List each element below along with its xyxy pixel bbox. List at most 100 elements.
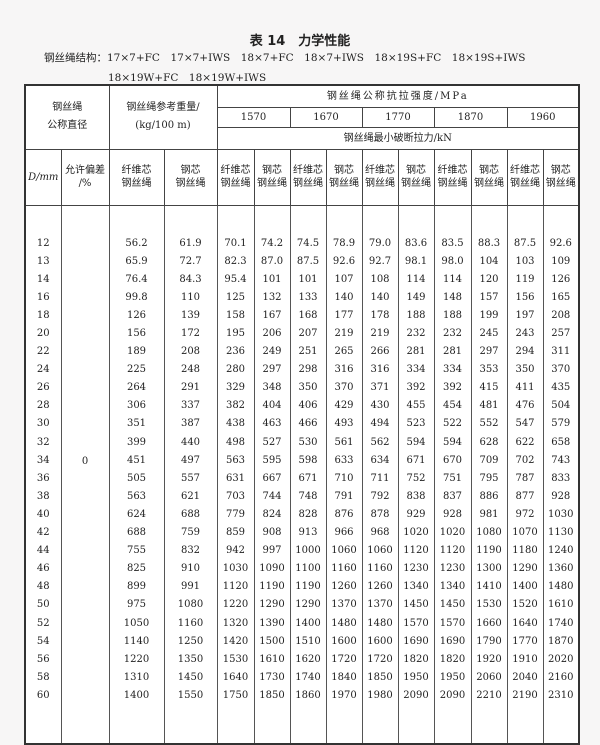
value-cell: 837 <box>433 487 472 506</box>
value-cell: 1740 <box>542 614 580 633</box>
value-cell: 522 <box>433 415 472 434</box>
tolerance-value: +5 0 <box>81 455 89 467</box>
value-cell: 392 <box>397 379 435 398</box>
value-cell: 1050 <box>108 614 165 633</box>
diameter-cell: 32 <box>24 433 62 452</box>
value-cell: 109 <box>542 252 580 271</box>
tolerance-cell <box>60 668 110 687</box>
value-cell: 702 <box>506 451 544 470</box>
table-row: 44 755 832 942 997 1000 1060 1060 1120 1120 1190 11… <box>24 542 580 561</box>
value-cell: 2090 <box>433 686 472 705</box>
value-cell: 1080 <box>470 524 508 543</box>
table-row: 20 156 172 195 206 207 219 219 232 232 245 243 257 <box>24 324 580 344</box>
value-cell: 563 <box>216 451 255 470</box>
force-1570-fiber-core-header: 纤维芯 钢丝绳 <box>216 148 255 206</box>
value-cell: 219 <box>361 324 399 344</box>
value-cell: 257 <box>542 324 580 344</box>
value-cell: 455 <box>397 397 435 416</box>
value-cell: 688 <box>108 524 165 543</box>
value-cell: 101 <box>289 270 327 289</box>
value-cell: 82.3 <box>216 252 255 271</box>
spacer-cell <box>60 704 110 745</box>
value-cell: 387 <box>163 415 218 434</box>
value-cell: 1480 <box>325 614 363 633</box>
value-cell: 195 <box>216 324 255 344</box>
value-cell: 1300 <box>470 560 508 579</box>
value-cell: 523 <box>397 415 435 434</box>
value-cell: 1000 <box>289 542 327 561</box>
value-cell: 350 <box>506 361 544 380</box>
value-cell: 350 <box>289 379 327 398</box>
value-cell: 1290 <box>289 596 327 615</box>
value-cell: 165 <box>542 288 580 307</box>
value-cell: 167 <box>253 306 291 325</box>
value-cell: 899 <box>108 578 165 597</box>
value-cell: 1530 <box>470 596 508 615</box>
value-cell: 406 <box>289 397 327 416</box>
value-cell: 1720 <box>361 650 399 669</box>
diameter-cell: 13 <box>24 252 62 271</box>
value-cell: 498 <box>216 433 255 452</box>
value-cell: 633 <box>325 451 363 470</box>
value-cell: 1950 <box>397 668 435 687</box>
value-cell: 481 <box>470 397 508 416</box>
value-cell: 1820 <box>397 650 435 669</box>
table-row: 38 563 621 703 744 748 791 792 838 837 886 877 928 <box>24 487 580 506</box>
value-cell: 1480 <box>542 578 580 597</box>
diameter-cell: 50 <box>24 596 62 615</box>
value-cell: 466 <box>289 415 327 434</box>
force-1870-steel-core-header: 钢芯 钢丝绳 <box>470 148 508 206</box>
value-cell: 132 <box>253 288 291 307</box>
force-1670-steel-core-header: 钢芯 钢丝绳 <box>325 148 363 206</box>
value-cell: 370 <box>542 361 580 380</box>
value-cell: 1260 <box>325 578 363 597</box>
value-cell: 972 <box>506 505 544 524</box>
table-row: 36 505 557 631 667 671 710 711 752 751 795 787 833 <box>24 469 580 488</box>
tolerance-cell <box>60 505 110 524</box>
force-1570-steel-core-header: 钢芯 钢丝绳 <box>253 148 291 206</box>
value-cell: 148 <box>433 288 472 307</box>
value-cell: 791 <box>325 487 363 506</box>
value-cell: 104 <box>470 252 508 271</box>
table-row: 48 899 991 1120 1190 1190 1260 1260 1340 1340 1410… <box>24 578 580 597</box>
tolerance-cell <box>60 487 110 506</box>
tolerance-cell <box>60 686 110 705</box>
value-cell: 594 <box>433 433 472 452</box>
value-cell: 1220 <box>216 596 255 615</box>
tolerance-cell <box>60 542 110 561</box>
value-cell: 1030 <box>216 560 255 579</box>
value-cell: 264 <box>108 379 165 398</box>
value-cell: 249 <box>253 343 291 362</box>
value-cell: 876 <box>325 505 363 524</box>
value-cell: 624 <box>108 505 165 524</box>
value-cell: 975 <box>108 596 165 615</box>
value-cell: 1250 <box>163 632 218 651</box>
grade-1770: 1770 <box>361 106 435 128</box>
value-cell: 399 <box>108 433 165 452</box>
value-cell: 1950 <box>433 668 472 687</box>
spacer-cell <box>397 704 435 745</box>
value-cell: 232 <box>397 324 435 344</box>
value-cell: 65.9 <box>108 252 165 271</box>
value-cell: 370 <box>325 379 363 398</box>
spacer-cell <box>542 704 580 745</box>
spacer-cell <box>361 704 399 745</box>
value-cell: 929 <box>397 505 435 524</box>
value-cell: 1600 <box>325 632 363 651</box>
value-cell: 245 <box>470 324 508 344</box>
value-cell: 1910 <box>506 650 544 669</box>
value-cell: 563 <box>108 487 165 506</box>
table-row: 50 975 1080 1220 1290 1290 1370 1370 1450 1450 153… <box>24 596 580 615</box>
value-cell: 832 <box>163 542 218 561</box>
table-row: 22 189 208 236 249 251 265 266 281 281 297 294 311 <box>24 343 580 362</box>
diameter-cell: 42 <box>24 524 62 543</box>
tolerance-header: 允许偏差 /% <box>60 148 110 206</box>
value-cell: 156 <box>108 324 165 344</box>
value-cell: 527 <box>253 433 291 452</box>
value-cell: 670 <box>433 451 472 470</box>
diameter-cell: 48 <box>24 578 62 597</box>
value-cell: 1600 <box>361 632 399 651</box>
value-cell: 114 <box>397 270 435 289</box>
diameter-cell: 26 <box>24 379 62 398</box>
value-cell: 779 <box>216 505 255 524</box>
